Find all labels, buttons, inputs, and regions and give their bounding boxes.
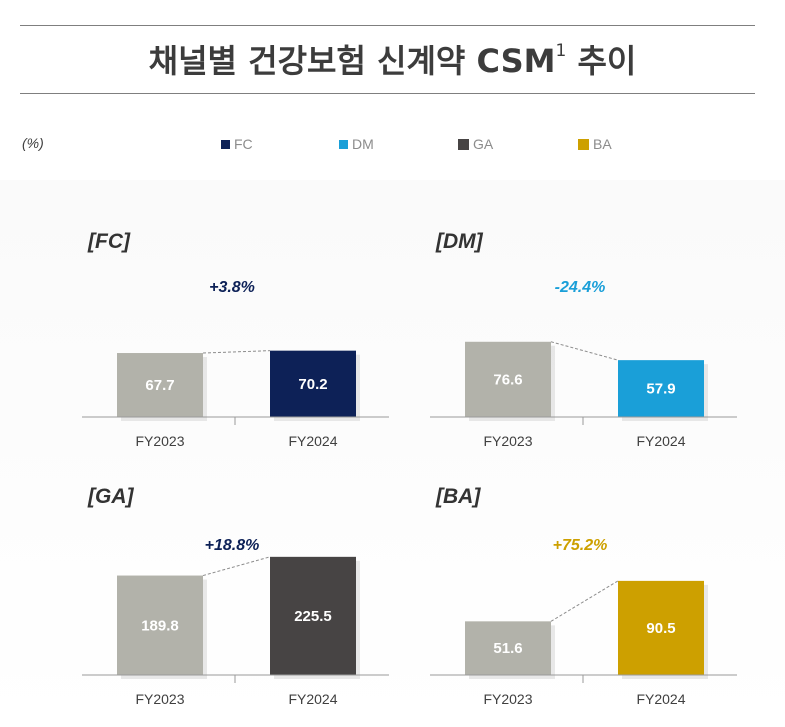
legend-item-ba: BA [578,136,612,152]
x-tick-label-dm-fy2023: FY2023 [483,433,532,449]
x-tick-label-ba-fy2024: FY2024 [636,691,685,707]
panel-title-dm: [DM] [435,230,484,253]
change-label-ba: +75.2% [553,537,608,554]
legend-swatch-dm [339,139,348,149]
bar-value-fc-fy2024: 70.2 [298,376,327,393]
change-label-ga: +18.8% [205,537,260,554]
bar-value-ba-fy2023: 51.6 [493,640,522,657]
connector-line-ga [202,556,271,577]
connector-line-ba [550,580,619,622]
panel-title-ba: [BA] [435,485,481,508]
panel-title-ga: [GA] [87,485,134,508]
legend-swatch-ga [458,138,469,150]
legend-label-dm: DM [352,136,374,152]
bar-dm-fy2023 [465,341,551,417]
connector-line-fc [202,350,271,354]
bar-dm-fy2024 [618,360,704,417]
bar-value-fc-fy2023: 67.7 [145,377,174,394]
bar-ba-fy2023 [465,621,551,675]
legend-item-ga: GA [458,136,493,152]
bar-ga-fy2024 [270,556,356,675]
legend-label-ba: BA [593,136,612,152]
bar-ga-fy2023 [117,575,203,675]
change-label-fc: +3.8% [209,279,255,296]
bar-value-dm-fy2024: 57.9 [646,381,675,398]
x-tick-label-dm-fy2024: FY2024 [636,433,685,449]
legend-label-ga: GA [473,136,494,152]
x-tick-label-fc-fy2024: FY2024 [288,433,337,449]
top-rule [20,25,755,26]
bar-value-ba-fy2024: 90.5 [646,620,675,637]
bar-fc-fy2023 [117,353,203,417]
bar-fc-fy2024 [270,350,356,417]
x-tick-label-ga-fy2023: FY2023 [135,691,184,707]
bottom-rule [20,93,755,94]
x-tick-label-ga-fy2024: FY2024 [288,691,337,707]
connector-line-dm [550,341,619,361]
bar-value-ga-fy2023: 189.8 [141,617,179,634]
panel-title-fc: [FC] [87,230,131,253]
legend-label-fc: FC [234,136,253,152]
x-tick-label-ba-fy2023: FY2023 [483,691,532,707]
legend-swatch-fc [221,139,230,149]
bar-value-dm-fy2023: 76.6 [493,371,522,388]
bar-value-ga-fy2024: 225.5 [294,608,332,625]
x-tick-label-fc-fy2023: FY2023 [135,433,184,449]
legend-item-fc: FC [221,136,253,152]
change-label-dm: -24.4% [555,279,606,296]
legend-swatch-ba [578,138,589,150]
legend-item-dm: DM [339,136,374,152]
bar-ba-fy2024 [618,580,704,675]
unit-label: (%) [22,135,44,151]
page-title: 채널별 건강보험 신계약 CSM1 추이 [148,41,637,80]
